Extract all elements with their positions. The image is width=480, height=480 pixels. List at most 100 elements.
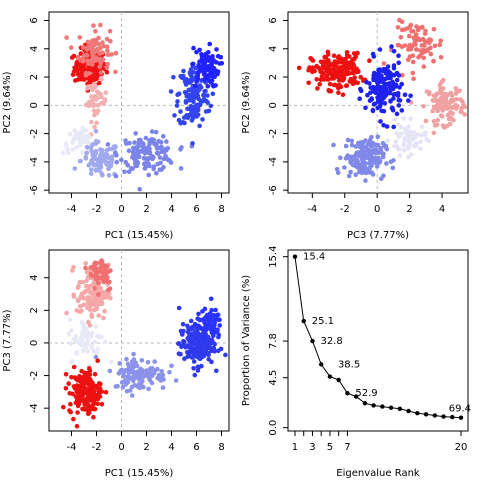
data-point: [199, 363, 204, 369]
data-point: [202, 77, 207, 83]
data-point: [191, 109, 197, 114]
data-points: [61, 258, 228, 429]
data-point: [82, 400, 88, 405]
data-point: [195, 364, 201, 370]
data-point: [457, 88, 462, 94]
data-point: [219, 61, 225, 66]
data-point: [342, 165, 347, 170]
data-point: [103, 90, 109, 95]
y-tick-label: 0.0: [268, 420, 279, 436]
data-point: [133, 372, 139, 377]
data-point: [396, 103, 402, 108]
point-label: 15.4: [303, 252, 325, 263]
data-point: [71, 265, 76, 270]
data-point: [92, 286, 97, 291]
data-point: [416, 54, 421, 60]
data-point: [88, 171, 94, 176]
data-point: [396, 60, 402, 66]
data-point: [213, 307, 218, 313]
data-point: [370, 88, 376, 94]
data-point: [83, 265, 88, 271]
data-point: [127, 140, 132, 146]
data-point: [385, 138, 390, 144]
data-point: [130, 375, 136, 381]
data-point: [102, 308, 107, 314]
data-point: [361, 163, 367, 169]
data-point: [125, 361, 131, 367]
data-point: [423, 412, 429, 417]
data-point: [363, 178, 368, 183]
data-point: [369, 151, 374, 156]
data-point: [389, 44, 394, 49]
data-point: [71, 364, 77, 370]
data-point: [97, 64, 102, 70]
data-point: [91, 58, 97, 63]
data-point: [97, 394, 103, 399]
data-point: [432, 413, 437, 418]
data-point: [93, 392, 98, 398]
data-point: [196, 323, 201, 329]
data-point: [81, 302, 87, 308]
data-point: [75, 285, 81, 291]
x-tick-label: 4: [168, 442, 174, 453]
data-point: [379, 73, 384, 79]
data-point: [383, 86, 389, 91]
data-point: [80, 331, 86, 336]
data-point: [369, 163, 374, 168]
data-point: [200, 309, 205, 314]
y-tick-label: 2: [268, 74, 279, 80]
data-point: [88, 396, 94, 401]
x-tick-label: -4: [307, 204, 317, 215]
data-point: [90, 62, 95, 67]
data-point: [87, 377, 93, 382]
data-point: [67, 391, 72, 396]
data-point: [191, 348, 196, 353]
data-point: [104, 65, 110, 70]
data-point: [64, 35, 69, 40]
data-point: [143, 135, 149, 141]
data-point: [340, 92, 346, 97]
data-point: [420, 36, 426, 42]
data-point: [201, 92, 206, 98]
data-point: [74, 145, 79, 150]
data-point: [379, 176, 384, 182]
data-point: [327, 70, 332, 76]
data-point: [204, 74, 209, 79]
data-point: [411, 130, 417, 135]
data-point: [158, 374, 164, 379]
data-point: [375, 81, 381, 86]
data-point: [356, 140, 361, 146]
data-point: [167, 370, 172, 375]
data-point: [98, 70, 104, 76]
data-point: [185, 115, 191, 121]
data-point: [94, 349, 99, 355]
data-point: [420, 50, 426, 55]
data-point: [93, 139, 99, 144]
data-point: [87, 290, 93, 295]
data-point: [192, 83, 198, 89]
data-point: [214, 47, 219, 52]
data-point: [96, 161, 101, 166]
data-point: [208, 296, 214, 302]
x-tick-label: 0: [374, 204, 380, 215]
data-point: [68, 328, 74, 333]
data-point: [183, 100, 189, 105]
data-point: [413, 32, 419, 37]
data-point: [155, 366, 160, 372]
data-point: [336, 377, 341, 383]
data-point: [96, 313, 102, 318]
data-point: [399, 81, 405, 87]
data-point: [390, 79, 396, 85]
data-point: [343, 56, 348, 62]
data-point: [75, 135, 80, 141]
data-point: [66, 381, 71, 386]
data-point: [67, 317, 73, 322]
data-point: [423, 118, 429, 124]
data-point: [351, 154, 357, 159]
data-point: [99, 77, 104, 82]
data-point: [432, 123, 438, 128]
data-point: [80, 128, 85, 133]
data-point: [217, 323, 222, 328]
data-point: [157, 155, 163, 160]
data-point: [387, 90, 393, 96]
